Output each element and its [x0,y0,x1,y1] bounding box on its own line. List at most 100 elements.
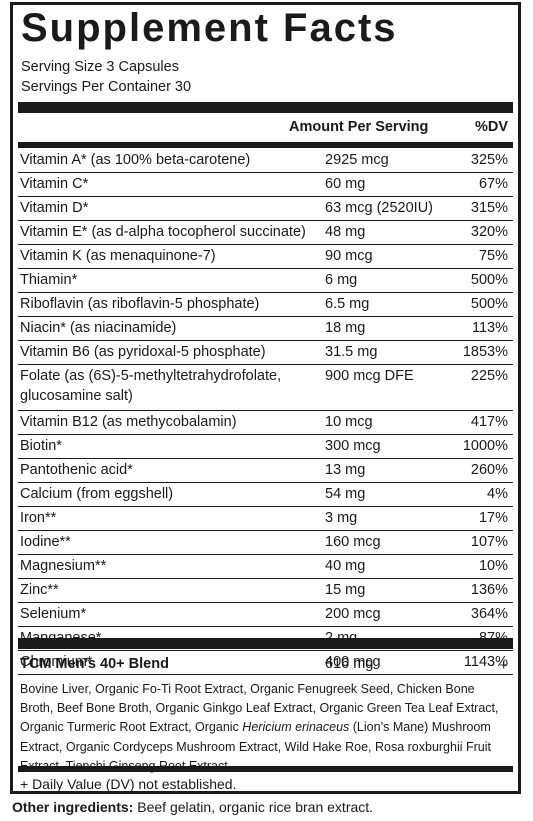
nutrient-name-line: Vitamin A* (as 100% beta-carotene) [20,152,251,168]
nutrient-amount: 40 mg [325,558,366,574]
nutrient-dv: 364% [470,606,508,622]
nutrient-name-line: Zinc** [20,582,59,598]
dv-header: %DV [474,119,508,135]
nutrient-dv: 500% [470,296,508,312]
nutrient-name: Pantothenic acid* [20,460,133,480]
nutrient-name: Chromium* [20,652,93,672]
nutrient-amount: 200 mcg [325,606,381,622]
nutrient-amount: 31.5 mg [325,344,378,360]
dv-footnote: + Daily Value (DV) not established. [20,776,237,792]
nutrient-dv: 67% [478,176,508,192]
nutrient-dv: 1853% [462,344,508,360]
nutrient-name-line: Vitamin E* (as d-alpha tocopherol succin… [20,224,306,240]
nutrient-amount: 54 mg [325,486,366,502]
nutrient-name: Selenium* [20,604,86,624]
blend-ingredients-italic: Hericium erinaceus [242,720,350,735]
panel-title: Supplement Facts [21,6,398,50]
nutrient-name: Iodine** [20,532,71,552]
nutrient-name: Vitamin K (as menaquinone-7) [20,246,216,266]
nutrient-row: Pantothenic acid* 13 mg 260% [18,458,513,483]
nutrient-amount: 300 mcg [325,438,381,454]
nutrient-row: Vitamin K (as menaquinone-7) 90 mcg 75% [18,244,513,269]
nutrient-dv: 225% [470,368,508,384]
nutrient-dv: 75% [478,248,508,264]
nutrient-dv: 4% [487,486,508,502]
nutrient-name: Calcium (from eggshell) [20,484,173,504]
blend-dv: + [499,658,508,674]
nutrient-name: Biotin* [20,436,62,456]
nutrient-row: Vitamin B6 (as pyridoxal-5 phosphate) 31.… [18,340,513,365]
nutrient-name-line: Vitamin D* [20,200,89,216]
nutrient-name-line: Vitamin B6 (as pyridoxal-5 phosphate) [20,344,266,360]
nutrient-name: Vitamin B12 (as methycobalamin) [20,412,237,432]
nutrient-name: Magnesium** [20,556,106,576]
nutrient-row: Vitamin B12 (as methycobalamin) 10 mcg 417… [18,410,513,435]
nutrient-dv: 1000% [462,438,508,454]
nutrient-dv: 500% [470,272,508,288]
blend-ingredients: Bovine Liver, Organic Fo-Ti Root Extract… [20,680,510,776]
nutrient-row: Magnesium** 40 mg 10% [18,554,513,579]
nutrient-dv: 260% [470,462,508,478]
nutrient-row: Zinc** 15 mg 136% [18,578,513,603]
nutrient-amount: 160 mcg [325,534,381,550]
nutrient-name: Iron** [20,508,56,528]
nutrient-dv: 315% [470,200,508,216]
nutrient-name-line: Selenium* [20,606,87,622]
nutrient-amount: 3 mg [325,510,358,526]
nutrient-row: Thiamin* 6 mg 500% [18,268,513,293]
nutrient-amount: 10 mcg [325,414,373,430]
nutrient-row: Vitamin E* (as d-alpha tocopherol succin… [18,220,513,245]
nutrient-name-line: Biotin* [20,438,62,454]
nutrient-row: Folate (as (6S)-5-methyltetrahydrofolate… [18,364,513,411]
nutrient-name-line: Iodine** [20,534,71,550]
nutrient-dv: 1143% [463,654,508,670]
nutrient-row: Calcium (from eggshell) 54 mg 4% [18,482,513,507]
thick-divider [18,638,513,649]
nutrient-dv: 320% [470,224,508,240]
nutrient-amount: 48 mg [325,224,366,240]
other-ingredients: Other ingredients: Beef gelatin, organic… [12,799,373,815]
nutrient-dv: 17% [478,510,508,526]
nutrient-amount: 90 mcg [325,248,373,264]
nutrient-name-line: Riboflavin (as riboflavin-5 phosphate) [20,296,260,312]
blend-ingredients-text: Bovine Liver, Organic Fo-Ti Root Extract… [20,682,499,735]
supplement-facts-panel: Supplement Facts Serving Size 3 Capsules… [10,2,521,794]
nutrient-amount: 6.5 mg [325,296,370,312]
nutrient-amount: 18 mg [325,320,366,336]
nutrient-row: Vitamin C* 60 mg 67% [18,172,513,197]
nutrient-amount: 400 mcg [325,654,381,670]
nutrient-dv: 325% [470,152,508,168]
nutrient-row: Niacin* (as niacinamide) 18 mg 113% [18,316,513,341]
nutrient-name-line: Chromium* [20,654,93,670]
nutrient-name: Riboflavin (as riboflavin-5 phosphate) [20,294,259,314]
nutrient-name-line: Vitamin C* [20,176,89,192]
nutrient-name: Vitamin C* [20,174,88,194]
medium-divider [18,766,513,772]
nutrient-name-line: glucosamine salt) [20,388,133,404]
nutrient-amount: 13 mg [325,462,366,478]
amount-header: Amount Per Serving [289,119,429,135]
nutrient-name-line: Niacin* (as niacinamide) [20,320,177,336]
other-ingredients-text: Beef gelatin, organic rice bran extract. [133,799,374,815]
nutrient-row: Biotin* 300 mcg 1000% [18,434,513,459]
nutrient-dv: 417% [470,414,508,430]
nutrient-name: Folate (as (6S)-5-methyltetrahydrofolate… [20,366,281,406]
blend-amount: 616 mg [325,656,374,672]
nutrient-name-line: Calcium (from eggshell) [20,486,174,502]
nutrient-amount: 2925 mcg [325,152,389,168]
nutrient-amount: 60 mg [325,176,366,192]
blend-name: TCM Men’s 40+ Blend [20,656,169,672]
nutrient-name-line: Vitamin K (as menaquinone-7) [20,248,216,264]
nutrient-row: Vitamin A* (as 100% beta-carotene) 2925 m… [18,148,513,173]
nutrient-amount: 900 mcg DFE [325,368,414,384]
serving-size: Serving Size 3 Capsules [21,59,179,75]
nutrient-row: Chromium* 400 mcg 1143% [18,650,513,675]
nutrient-dv: 107% [470,534,508,550]
nutrient-dv: 10% [478,558,508,574]
servings-per-container: Servings Per Container 30 [21,79,192,95]
nutrient-row: Iron** 3 mg 17% [18,506,513,531]
nutrient-name: Niacin* (as niacinamide) [20,318,176,338]
nutrient-amount: 15 mg [325,582,366,598]
nutrient-name-line: Iron** [20,510,57,526]
nutrient-name-line: Thiamin* [20,272,78,288]
